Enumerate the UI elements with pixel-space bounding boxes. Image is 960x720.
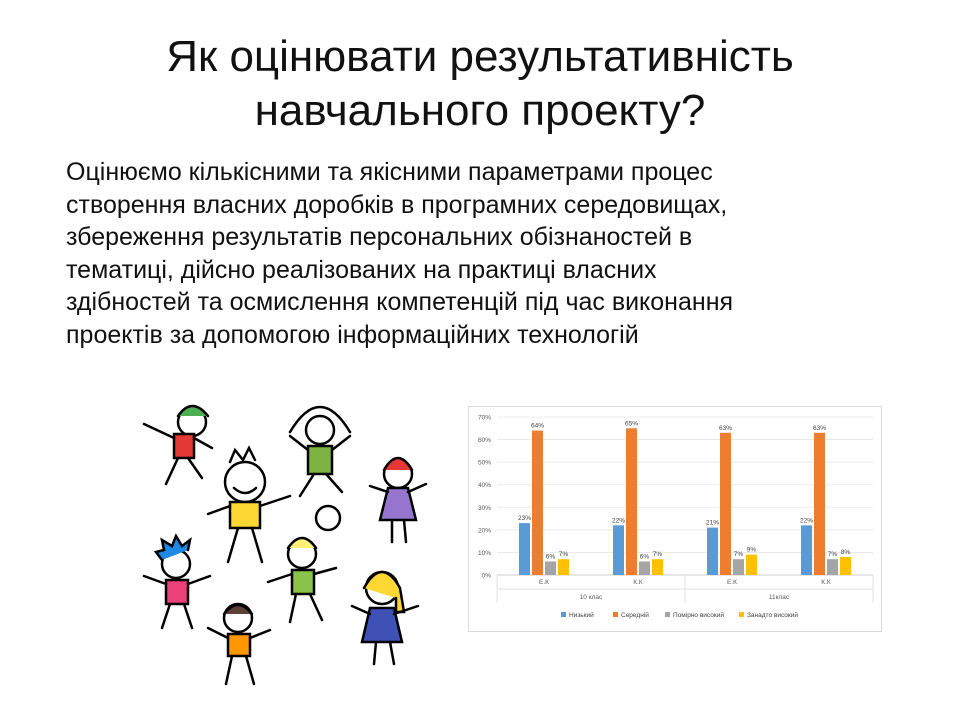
slide-body: Оцінюємо кількісними та якісними парамет…: [66, 156, 926, 351]
y-tick-label: 70%: [478, 415, 491, 422]
data-label: 22%: [612, 517, 625, 524]
child-figure: [206, 445, 292, 564]
x-tick-label: Е.К: [727, 579, 737, 586]
title-line: навчального проекту?: [254, 86, 706, 135]
bar: [545, 561, 556, 575]
bar: [626, 428, 637, 575]
data-label: 23%: [518, 515, 531, 522]
x-tick-label: К.К: [633, 579, 643, 586]
y-tick-label: 60%: [478, 437, 491, 444]
data-label: 64%: [531, 423, 544, 430]
child-figure: [350, 570, 420, 666]
data-label: 63%: [813, 425, 826, 432]
child-figure: [142, 533, 212, 630]
body-line: проектів за допомогою інформаційних техн…: [66, 320, 639, 349]
y-tick-label: 0%: [482, 573, 492, 580]
data-label: 9%: [747, 547, 757, 554]
child-figure: [206, 602, 272, 686]
bar-chart: 0% 10% 20% 30% 40% 50% 60% 70% 23% 22% 21% 22% 64% 65…: [478, 415, 874, 619]
legend-swatch: [665, 612, 670, 617]
x-tick-label: К.К: [821, 579, 831, 586]
bar: [639, 561, 650, 575]
data-label: 6%: [546, 553, 556, 560]
child-figure: [266, 536, 338, 624]
child-figure: [288, 405, 352, 498]
y-tick-label: 20%: [478, 527, 491, 534]
group-label: 10 клас: [580, 594, 603, 601]
data-label: 65%: [625, 420, 638, 427]
data-label: 63%: [719, 425, 732, 432]
bar: [532, 430, 543, 575]
bar: [519, 523, 530, 575]
y-tick-label: 10%: [478, 550, 491, 557]
body-line: здібностей та осмислення компетенцій під…: [66, 288, 734, 316]
legend-swatch: [613, 612, 618, 617]
legend-label: Низький: [569, 611, 594, 619]
bar: [613, 525, 624, 575]
data-label: 7%: [653, 551, 663, 558]
child-figure: [368, 456, 428, 544]
legend-label: Занадто високий: [747, 611, 798, 619]
y-tick-label: 40%: [478, 482, 491, 489]
legend-label: Середній: [621, 611, 649, 619]
bar: [814, 432, 825, 575]
data-label: 22%: [800, 517, 813, 524]
legend-label: Помірно високий: [673, 611, 724, 619]
group-label: 11клас: [769, 594, 790, 601]
bar: [746, 554, 757, 575]
bar: [733, 559, 744, 575]
bar: [801, 525, 812, 575]
y-tick-label: 30%: [478, 505, 491, 512]
bar: [707, 527, 718, 575]
body-line: створення власних доробків в програмних …: [66, 190, 728, 219]
data-label: 7%: [559, 551, 569, 558]
bar: [558, 559, 569, 575]
body-line: Оцінюємо кількісними та якісними парамет…: [66, 158, 713, 186]
chart-frame: 0% 10% 20% 30% 40% 50% 60% 70% 23% 22% 21% 22% 64% 65…: [468, 406, 882, 632]
data-label: 7%: [734, 551, 744, 558]
y-tick-label: 50%: [478, 460, 491, 467]
bar: [652, 559, 663, 575]
x-tick-label: Е.К: [539, 579, 549, 586]
data-label: 6%: [640, 553, 650, 560]
legend-swatch: [561, 612, 566, 617]
body-line: збереження результатів персональних обіз…: [66, 223, 693, 251]
slide-title: Як оцінювати результативність навчальног…: [0, 30, 960, 138]
legend-swatch: [739, 612, 744, 617]
data-label: 21%: [706, 520, 719, 527]
body-line: тематиці, дійсно реалізованих на практиц…: [66, 255, 657, 284]
children-clipart: [142, 404, 428, 686]
child-figure: [142, 404, 214, 486]
bar: [827, 559, 838, 575]
title-line: Як оцінювати результативність: [166, 32, 794, 81]
data-label: 8%: [841, 549, 851, 556]
data-label: 7%: [828, 551, 838, 558]
bar: [840, 556, 851, 575]
bar: [720, 432, 731, 575]
